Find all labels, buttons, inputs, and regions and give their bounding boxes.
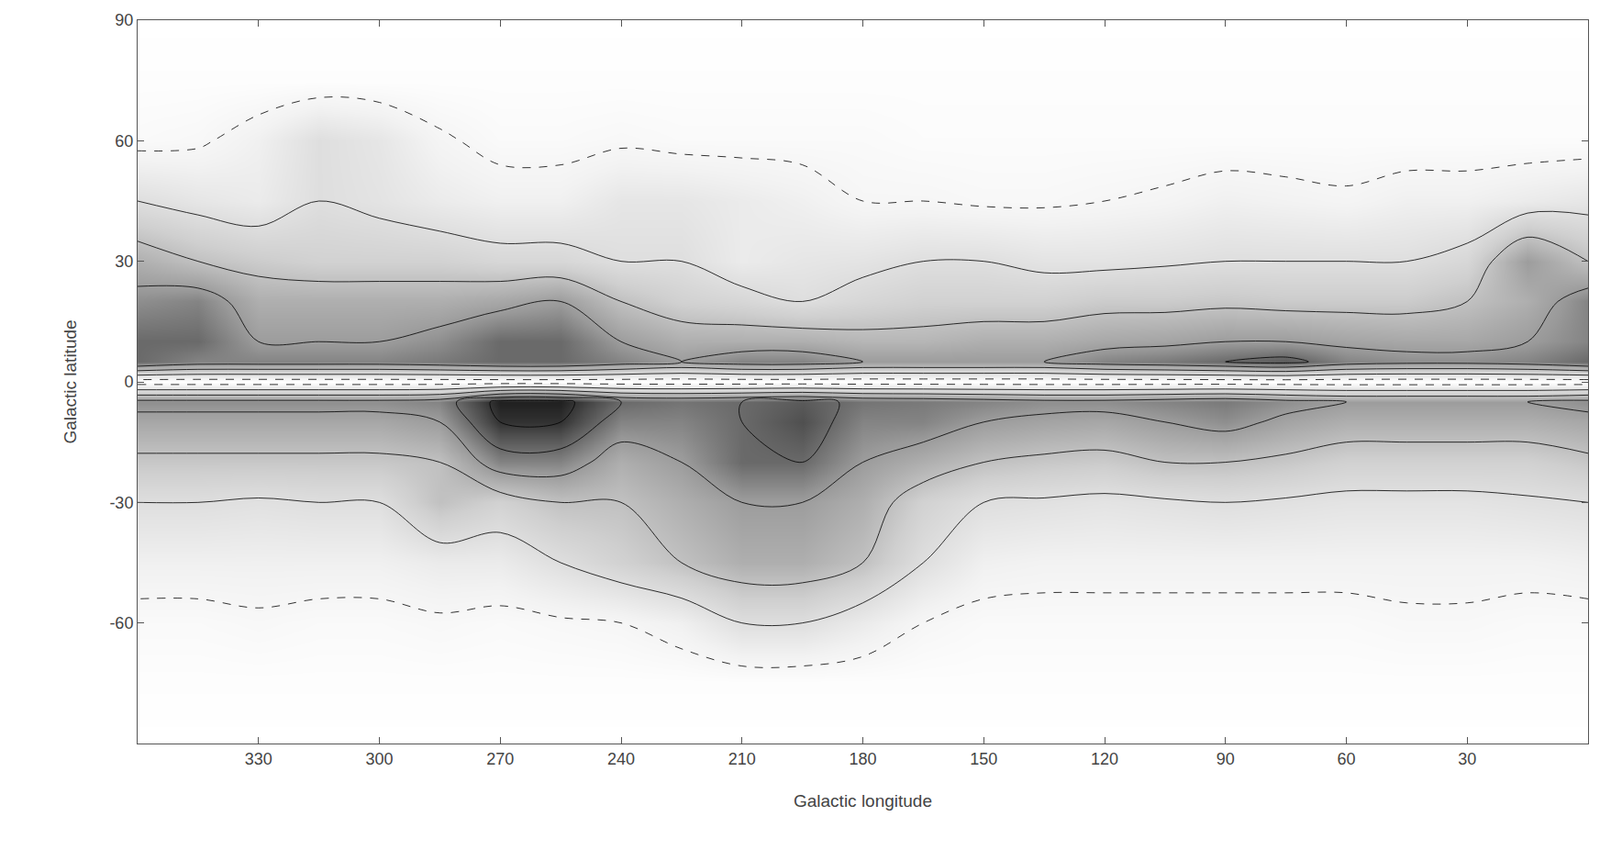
svg-text:60: 60 bbox=[114, 132, 134, 151]
svg-text:240: 240 bbox=[607, 749, 635, 768]
svg-text:-30: -30 bbox=[109, 493, 134, 512]
svg-text:180: 180 bbox=[848, 749, 877, 768]
svg-text:330: 330 bbox=[244, 749, 273, 768]
svg-text:300: 300 bbox=[365, 749, 393, 768]
svg-text:-60: -60 bbox=[109, 613, 134, 633]
svg-text:270: 270 bbox=[486, 749, 514, 768]
svg-text:0: 0 bbox=[123, 372, 134, 391]
svg-text:60: 60 bbox=[1336, 749, 1356, 768]
svg-text:90: 90 bbox=[1216, 749, 1235, 768]
svg-text:120: 120 bbox=[1090, 749, 1119, 768]
svg-text:210: 210 bbox=[728, 749, 756, 768]
svg-text:Galactic longitude: Galactic longitude bbox=[793, 790, 933, 811]
svg-text:150: 150 bbox=[969, 749, 998, 768]
svg-text:90: 90 bbox=[114, 11, 134, 30]
svg-text:30: 30 bbox=[1457, 749, 1477, 768]
svg-text:Galactic latitude: Galactic latitude bbox=[60, 319, 80, 444]
svg-text:30: 30 bbox=[114, 252, 134, 271]
